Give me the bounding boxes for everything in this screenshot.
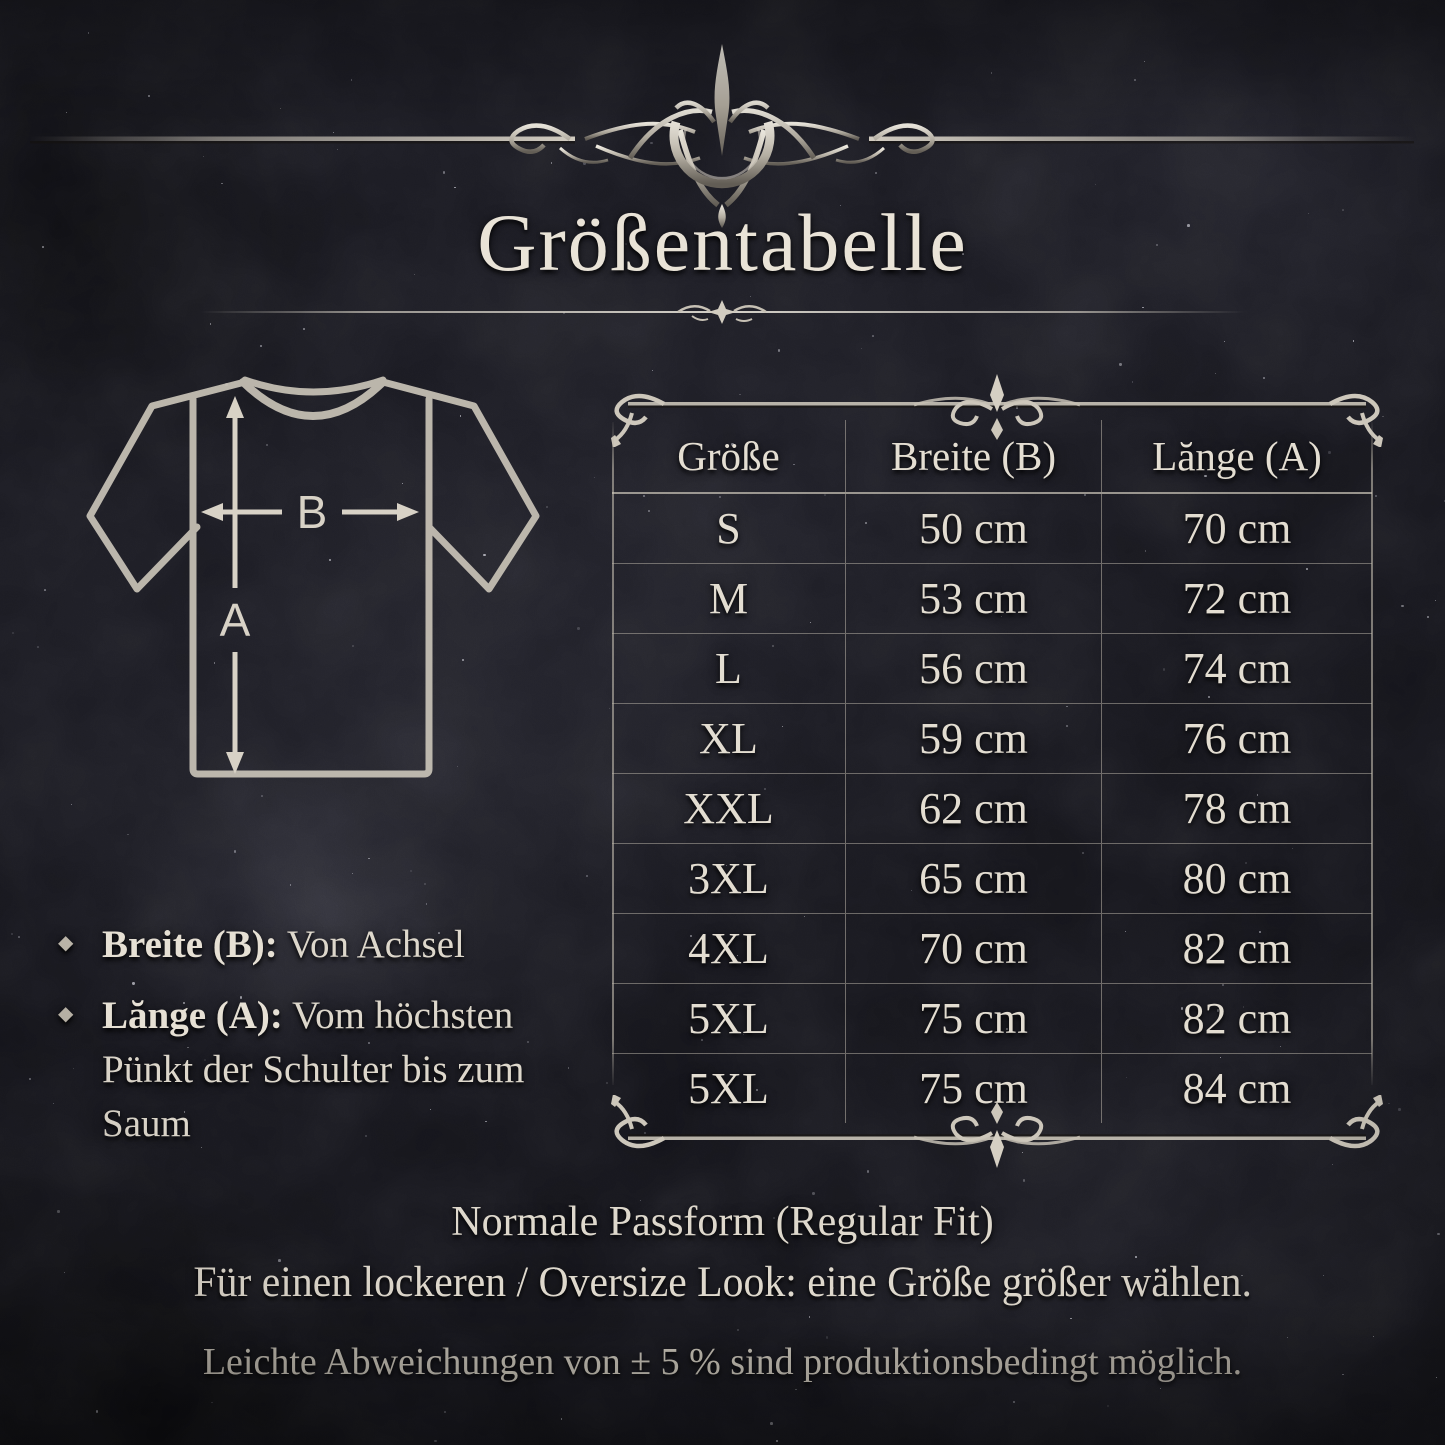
width-arrow-label: B bbox=[297, 486, 328, 538]
table-row: XXL 62 cm 78 cm bbox=[612, 773, 1372, 843]
measurement-cell: 82 cm bbox=[1101, 984, 1372, 1053]
legend-desc: Von Achsel bbox=[286, 923, 465, 966]
size-cell: S bbox=[716, 504, 741, 553]
table-row: S 50 cm 70 cm bbox=[612, 494, 1372, 563]
table-row: L 56 cm 74 cm bbox=[612, 633, 1372, 703]
measurement-cell: 65 cm bbox=[845, 844, 1101, 913]
note-tolerance: Leichte Abweichungen von ± 5 % sind prod… bbox=[202, 1341, 1243, 1383]
size-cell: XXL bbox=[683, 784, 774, 833]
size-cell: L bbox=[715, 644, 742, 693]
measurement-cell: 75 cm bbox=[845, 984, 1101, 1053]
size-cell: M bbox=[708, 574, 749, 623]
left-sleeve-outline bbox=[86, 378, 249, 593]
measurement-cell: 70 cm bbox=[1101, 494, 1372, 563]
column-header-length: Lănge (A) bbox=[1101, 420, 1372, 492]
measurement-cell: 72 cm bbox=[1101, 564, 1372, 633]
measurement-cell: 59 cm bbox=[845, 704, 1101, 773]
legend-item-laenge: ◆ Lănge (A): Vom höchsten Pünkt der Schu… bbox=[56, 989, 534, 1151]
measurement-cell: 70 cm bbox=[845, 914, 1101, 983]
measurement-cell: 50 cm bbox=[845, 494, 1101, 563]
measurement-cell: 80 cm bbox=[1101, 844, 1372, 913]
table-frame-bottom-ornament bbox=[611, 1095, 1383, 1168]
table-row: 3XL 65 cm 80 cm bbox=[612, 843, 1372, 913]
column-header-size: Größe bbox=[677, 433, 780, 479]
legend-term: Lănge (A): bbox=[102, 994, 283, 1037]
legend-item-breite: ◆ Breite (B): Von Achsel bbox=[56, 918, 534, 972]
title-divider bbox=[200, 294, 1245, 330]
measurement-cell: 53 cm bbox=[845, 564, 1101, 633]
measurement-cell: 82 cm bbox=[1101, 914, 1372, 983]
diamond-bullet-icon: ◆ bbox=[58, 932, 74, 954]
size-cell: XL bbox=[699, 714, 758, 763]
size-cell: 4XL bbox=[688, 924, 769, 973]
column-header-width: Breite (B) bbox=[845, 420, 1101, 492]
measurement-cell: 76 cm bbox=[1101, 704, 1372, 773]
table-row: XL 59 cm 76 cm bbox=[612, 703, 1372, 773]
diamond-bullet-icon: ◆ bbox=[58, 1003, 74, 1025]
note-oversize: Für einen lockeren / Oversize Look: eine… bbox=[193, 1259, 1252, 1306]
size-cell: 5XL bbox=[688, 994, 769, 1043]
body-outline bbox=[189, 395, 433, 778]
page-title: Größentabelle bbox=[477, 197, 968, 288]
measurement-cell: 78 cm bbox=[1101, 774, 1372, 843]
length-arrow-label: A bbox=[220, 594, 251, 646]
length-arrow bbox=[226, 396, 244, 774]
size-cell: 3XL bbox=[688, 854, 769, 903]
right-sleeve-outline bbox=[379, 378, 540, 593]
collar-back bbox=[241, 376, 387, 396]
table-row: 4XL 70 cm 82 cm bbox=[612, 913, 1372, 983]
measurement-cell: 74 cm bbox=[1101, 634, 1372, 703]
table-header-row: Größe Breite (B) Lănge (A) bbox=[612, 420, 1372, 494]
measurement-legend: ◆ Breite (B): Von Achsel ◆ Lănge (A): Vo… bbox=[56, 918, 534, 1168]
note-regular-fit: Normale Passform (Regular Fit) bbox=[451, 1199, 994, 1245]
table-row: M 53 cm 72 cm bbox=[612, 563, 1372, 633]
measurement-cell: 56 cm bbox=[845, 634, 1101, 703]
divider-star-icon bbox=[677, 300, 767, 324]
measurement-cell: 62 cm bbox=[845, 774, 1101, 843]
legend-term: Breite (B): bbox=[102, 923, 278, 966]
table-row: 5XL 75 cm 82 cm bbox=[612, 983, 1372, 1053]
tshirt-measurement-diagram: A B bbox=[86, 376, 540, 778]
size-table: Größe Breite (B) Lănge (A) S 50 cm 70 cm M 5… bbox=[602, 372, 1392, 1177]
size-table-rows: S 50 cm 70 cm M 53 cm 72 cm L 56 cm 74 cm XL 59 cm… bbox=[612, 494, 1372, 1123]
